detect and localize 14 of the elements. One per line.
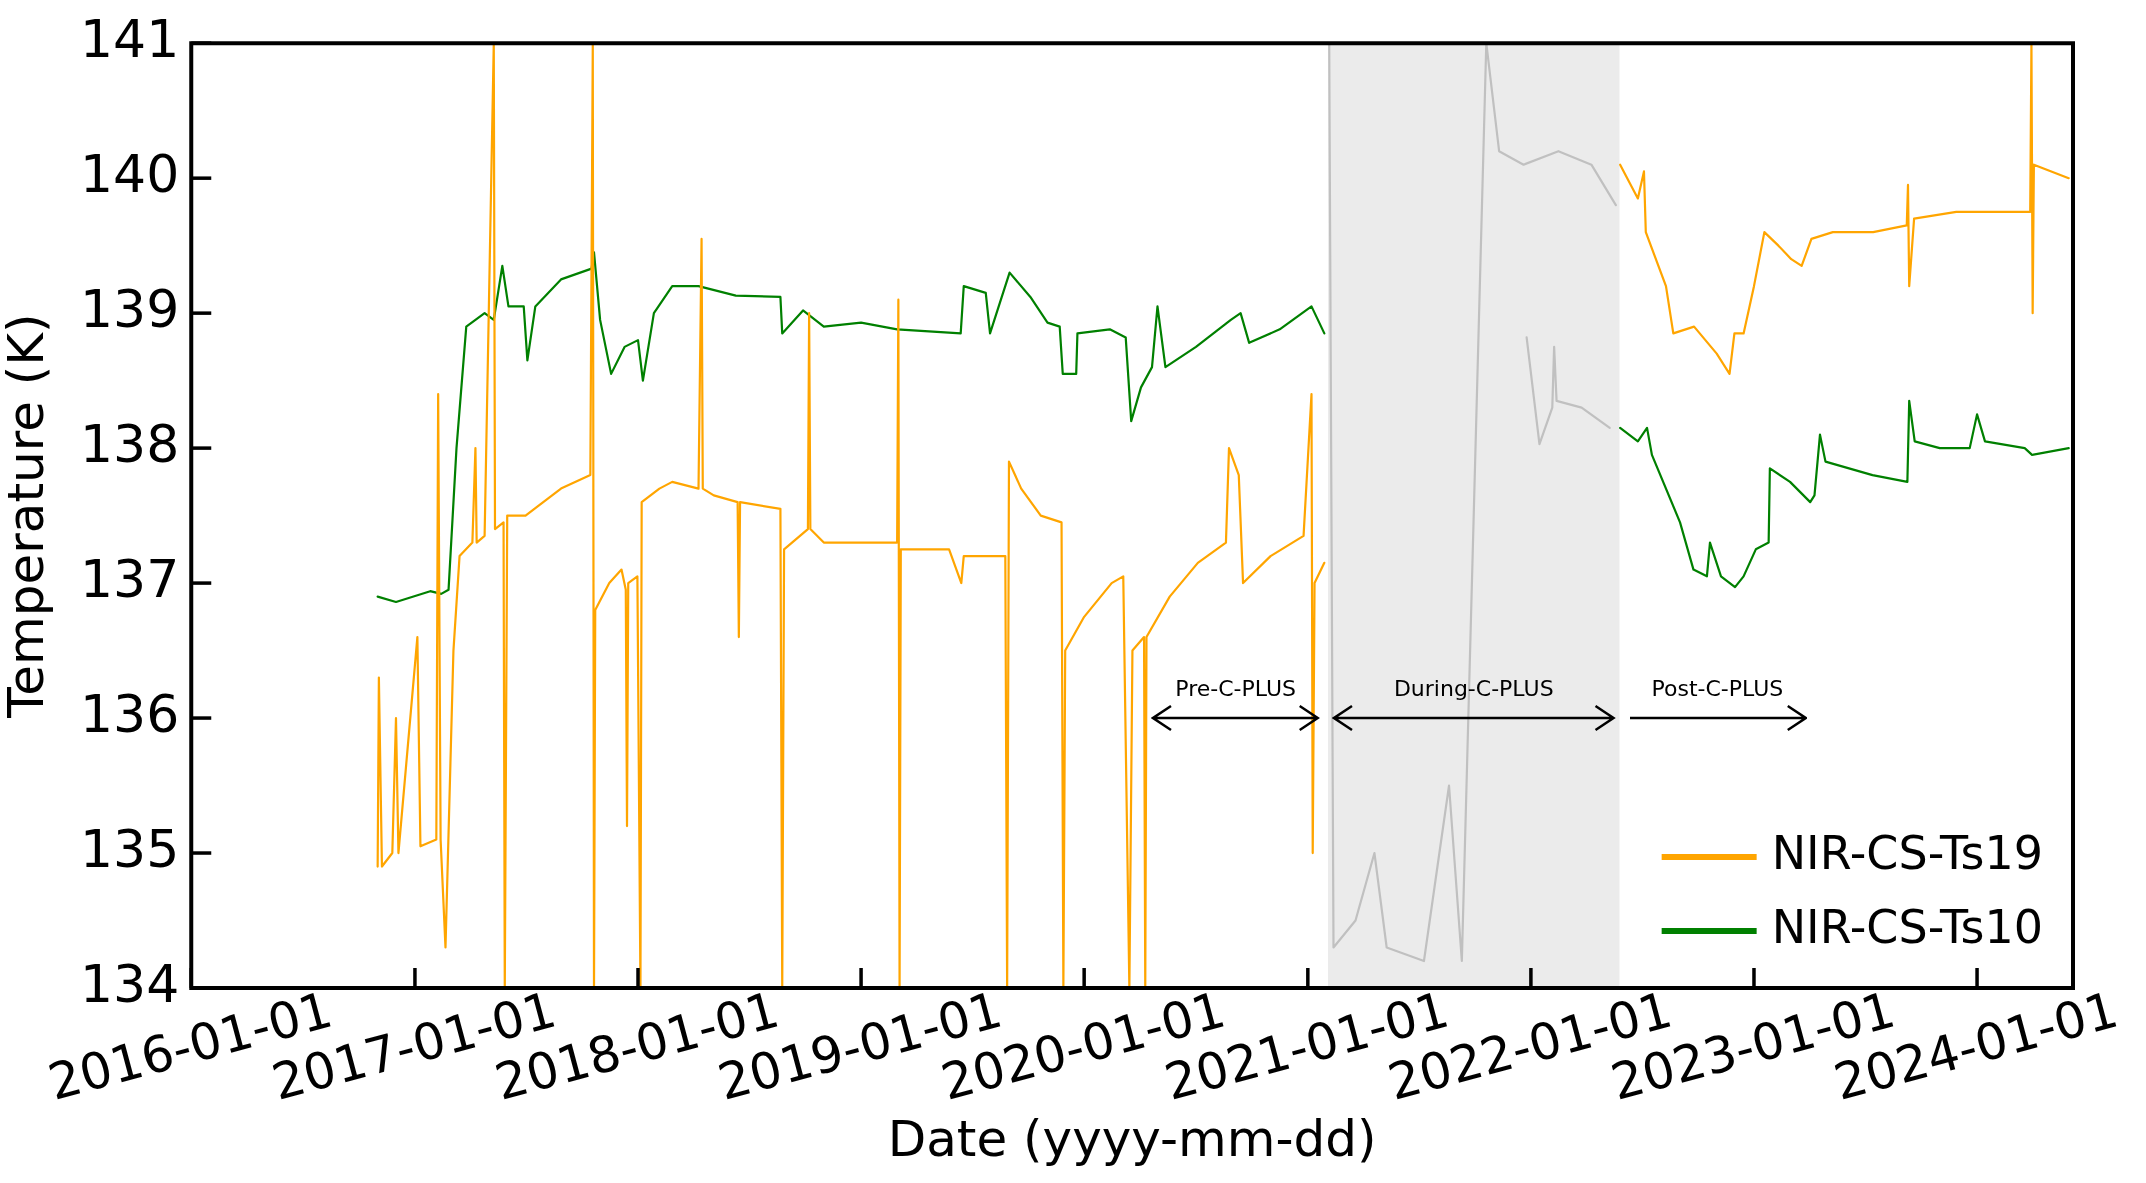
annotation: Pre-C-PLUS bbox=[1175, 675, 1297, 701]
band-label: During-C-PLUS bbox=[1393, 675, 1554, 701]
legend-label: NIR-CS-Ts19 bbox=[1771, 825, 2044, 880]
y-axis-title: Temperature (K) bbox=[0, 313, 55, 719]
y-tick-label: 135 bbox=[79, 818, 180, 879]
legend-label: NIR-CS-Ts10 bbox=[1771, 899, 2044, 954]
y-tick-label: 140 bbox=[79, 143, 180, 204]
annotation: Post-C-PLUS bbox=[1651, 675, 1784, 701]
y-tick-label: 137 bbox=[79, 548, 180, 609]
y-tick-label: 139 bbox=[79, 278, 180, 339]
y-tick-label: 138 bbox=[79, 413, 180, 474]
x-axis-title: Date (yyyy-mm-dd) bbox=[887, 1109, 1377, 1168]
y-tick-label: 141 bbox=[79, 8, 180, 69]
y-tick-label: 136 bbox=[79, 683, 180, 744]
